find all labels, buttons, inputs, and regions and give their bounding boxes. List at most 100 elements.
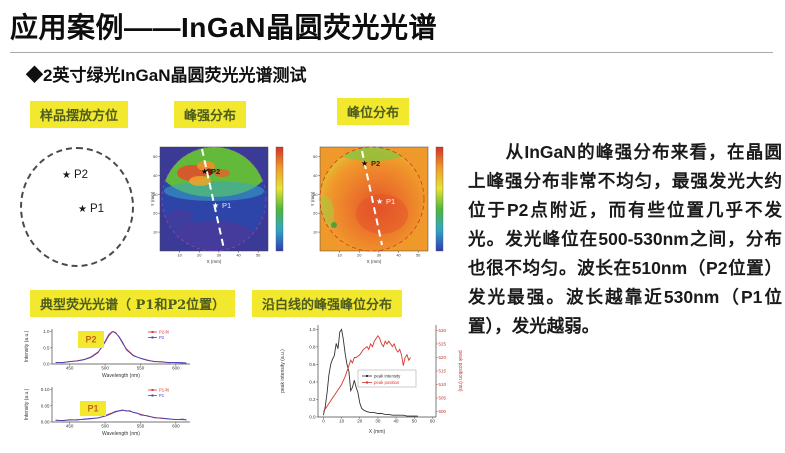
svg-text:40: 40 <box>153 173 158 178</box>
svg-text:Y (mm): Y (mm) <box>310 191 315 206</box>
svg-text:X (mm): X (mm) <box>367 259 382 264</box>
svg-text:10: 10 <box>177 253 182 258</box>
svg-text:30: 30 <box>377 253 382 258</box>
svg-text:P2: P2 <box>85 335 96 345</box>
map1-p2-label: P2 <box>211 167 220 176</box>
peak-position-heatmap: ★ P2 ★ P1 10 20 30 40 50 10 20 30 40 50 X (mm) Y (m… <box>310 146 444 264</box>
svg-text:500: 500 <box>101 424 109 429</box>
svg-text:Y (mm): Y (mm) <box>150 191 155 206</box>
svg-text:0.0: 0.0 <box>43 362 50 367</box>
label-line-profile: 沿白线的峰强峰位分布 <box>252 290 403 317</box>
svg-text:Intensity (a.u.): Intensity (a.u.) <box>24 388 30 420</box>
svg-text:P1-fit: P1-fit <box>159 388 170 393</box>
marker-p1: ★ P1 <box>78 203 104 215</box>
svg-text:550: 550 <box>137 424 145 429</box>
map2-p2-label: P2 <box>371 159 380 168</box>
svg-text:40: 40 <box>394 419 400 424</box>
svg-text:1.0: 1.0 <box>43 329 50 334</box>
svg-text:P2: P2 <box>159 335 165 340</box>
page-title: 应用案例——InGaN晶圆荧光光谱 <box>10 12 437 43</box>
svg-text:530: 530 <box>439 328 447 333</box>
p1-star-icon: ★ <box>376 197 383 206</box>
svg-text:Intensity (a.u.): Intensity (a.u.) <box>24 330 30 362</box>
svg-text:0: 0 <box>322 419 325 424</box>
slide-subtitle: ◆2英寸绿光InGaN晶圆荧光光谱测试 <box>26 66 307 85</box>
spectrum-chart-p1: 450 500 550 600 0.00 0.05 0.10 Wavelength (nm) I… <box>24 387 190 437</box>
spectrum-chart-p2: 450 500 550 600 0.0 0.5 1.0 Wavelength (nm) Inte… <box>24 329 190 379</box>
marker-p1-label: P1 <box>89 203 105 215</box>
sample-layout-diagram: ★ P2 ★ P1 <box>20 147 134 267</box>
svg-text:X (mm): X (mm) <box>207 259 222 264</box>
svg-text:1.0: 1.0 <box>309 327 316 332</box>
svg-text:40: 40 <box>313 173 318 178</box>
svg-text:X (mm): X (mm) <box>369 429 386 435</box>
svg-text:550: 550 <box>137 366 145 371</box>
svg-text:10: 10 <box>337 253 342 258</box>
svg-text:50: 50 <box>153 154 158 159</box>
svg-text:0.10: 0.10 <box>41 387 50 392</box>
svg-text:60: 60 <box>430 419 436 424</box>
svg-text:0.0: 0.0 <box>309 415 316 420</box>
svg-text:525: 525 <box>439 341 447 346</box>
colorbar <box>435 146 444 252</box>
star-icon: ★ <box>78 204 87 215</box>
svg-text:10: 10 <box>339 419 345 424</box>
svg-text:20: 20 <box>197 253 202 258</box>
svg-text:0.2: 0.2 <box>309 397 316 402</box>
svg-text:500: 500 <box>101 366 109 371</box>
svg-text:20: 20 <box>153 211 158 216</box>
svg-text:50: 50 <box>412 419 418 424</box>
svg-text:50: 50 <box>313 154 318 159</box>
svg-text:40: 40 <box>236 253 241 258</box>
svg-text:450: 450 <box>66 424 74 429</box>
svg-text:20: 20 <box>357 253 362 258</box>
peak-intensity-heatmap: ★ P2 ★ P1 10 20 30 40 50 10 20 30 40 50 X (mm) Y (m… <box>150 146 284 264</box>
svg-text:510: 510 <box>439 382 447 387</box>
scan-line <box>361 150 383 246</box>
svg-text:30: 30 <box>375 419 381 424</box>
map2-p1-label: P1 <box>386 197 395 206</box>
svg-text:0.05: 0.05 <box>41 403 50 408</box>
svg-text:600: 600 <box>172 366 180 371</box>
svg-text:P2-fit: P2-fit <box>159 330 170 335</box>
p1-star-icon: ★ <box>212 201 219 210</box>
p2-star-icon: ★ <box>201 167 208 176</box>
line-profile-chart: 0 10 20 30 40 50 60 0.0 0.2 0.4 0.6 0.8 1.0 500 505 510… <box>280 325 463 435</box>
svg-text:0.8: 0.8 <box>309 344 316 349</box>
label-peak-position-map: 峰位分布 <box>337 98 410 125</box>
svg-text:peak position: peak position <box>374 380 400 385</box>
marker-p2: ★ P2 <box>62 169 88 181</box>
map1-p1-label: P1 <box>222 201 231 210</box>
svg-text:peak position (nm): peak position (nm) <box>457 350 463 391</box>
svg-text:515: 515 <box>439 369 447 374</box>
star-icon: ★ <box>62 170 71 181</box>
svg-text:50: 50 <box>256 253 261 258</box>
svg-text:30: 30 <box>153 192 158 197</box>
svg-text:505: 505 <box>439 396 447 401</box>
svg-text:0.4: 0.4 <box>309 379 316 384</box>
marker-p2-label: P2 <box>73 169 89 181</box>
svg-text:500: 500 <box>439 409 447 414</box>
svg-text:450: 450 <box>66 366 74 371</box>
svg-text:30: 30 <box>313 192 318 197</box>
label-typical-spectra: 典型荧光光谱（ P1和P2位置） <box>30 290 236 317</box>
analysis-text: 从InGaN的峰强分布来看，在晶圆上峰强分布非常不均匀，最强发光大约位于P2点附… <box>468 142 782 336</box>
scan-line <box>201 148 225 250</box>
svg-text:20: 20 <box>313 211 318 216</box>
label-sample-layout: 样品摆放方位 <box>30 101 129 128</box>
svg-text:50: 50 <box>416 253 421 258</box>
svg-text:0.6: 0.6 <box>309 362 316 367</box>
svg-text:520: 520 <box>439 355 447 360</box>
colorbar <box>275 146 284 252</box>
svg-text:40: 40 <box>396 253 401 258</box>
svg-text:peak intensity (a.u.): peak intensity (a.u.) <box>280 349 286 393</box>
label-peak-intensity-map: 峰强分布 <box>174 101 247 128</box>
title-divider <box>10 52 773 53</box>
p2-star-icon: ★ <box>361 159 368 168</box>
svg-text:0.5: 0.5 <box>43 345 50 350</box>
svg-text:P1: P1 <box>159 393 165 398</box>
wafer-edge <box>319 146 425 252</box>
svg-text:20: 20 <box>357 419 363 424</box>
svg-text:Wavelength (nm): Wavelength (nm) <box>102 431 140 437</box>
